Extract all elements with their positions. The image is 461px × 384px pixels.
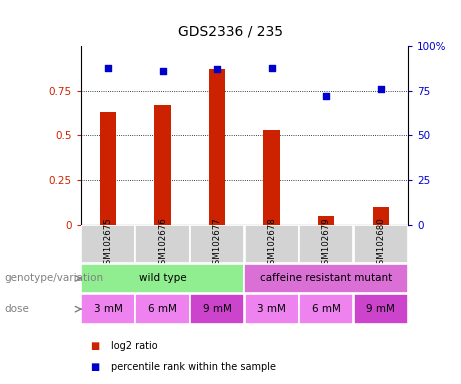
Bar (190, 295, 244, 324)
Bar (81, 264, 244, 293)
Text: GSM102677: GSM102677 (213, 217, 222, 270)
Bar (136, 295, 189, 324)
Text: 3 mM: 3 mM (94, 304, 122, 314)
Text: 9 mM: 9 mM (203, 304, 231, 314)
Bar (100, 112, 116, 225)
Bar (318, 216, 334, 225)
Bar (244, 264, 408, 293)
Text: genotype/variation: genotype/variation (5, 273, 104, 283)
Text: 6 mM: 6 mM (148, 304, 177, 314)
Bar (245, 295, 299, 324)
Text: caffeine resistant mutant: caffeine resistant mutant (260, 273, 392, 283)
Text: wild type: wild type (139, 273, 186, 283)
Text: log2 ratio: log2 ratio (111, 341, 157, 351)
Point (159, 68, 166, 74)
Bar (299, 295, 353, 324)
Text: 9 mM: 9 mM (366, 304, 395, 314)
Text: GSM102675: GSM102675 (103, 217, 112, 270)
Bar (81, 225, 135, 263)
Bar (263, 130, 280, 225)
Text: GSM102679: GSM102679 (322, 217, 331, 270)
Point (377, 86, 384, 92)
Text: GSM102678: GSM102678 (267, 217, 276, 270)
Bar (136, 225, 189, 263)
Point (104, 65, 112, 71)
Bar (354, 225, 408, 263)
Point (213, 66, 221, 72)
Text: GSM102680: GSM102680 (376, 217, 385, 270)
Text: dose: dose (5, 304, 30, 314)
Bar (372, 207, 389, 225)
Bar (190, 225, 244, 263)
Text: percentile rank within the sample: percentile rank within the sample (111, 362, 276, 372)
Bar (245, 225, 299, 263)
Bar (354, 295, 408, 324)
Text: GDS2336 / 235: GDS2336 / 235 (178, 25, 283, 39)
Text: 3 mM: 3 mM (257, 304, 286, 314)
Bar (299, 225, 353, 263)
Point (268, 65, 275, 71)
Text: GSM102676: GSM102676 (158, 217, 167, 270)
Bar (209, 69, 225, 225)
Text: ■: ■ (90, 362, 99, 372)
Bar (154, 105, 171, 225)
Point (322, 93, 330, 99)
Bar (81, 295, 135, 324)
Text: ■: ■ (90, 341, 99, 351)
Text: 6 mM: 6 mM (312, 304, 341, 314)
